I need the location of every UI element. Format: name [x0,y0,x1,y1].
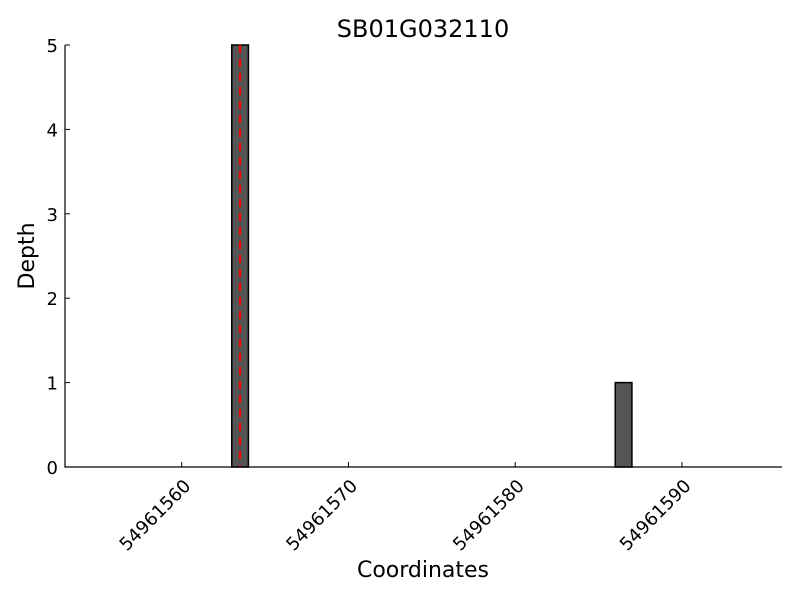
y-tick-label: 3 [47,205,58,226]
y-tick-label: 5 [47,36,58,57]
y-tick-label: 4 [47,120,58,141]
axes-frame [64,45,782,468]
y-tick-label: 0 [47,458,58,479]
chart-title: SB01G032110 [337,15,509,43]
bar-1 [614,381,633,468]
y-tick-label: 1 [47,374,58,395]
x-tick-label: 54961590 [616,476,696,556]
x-tick-label: 54961570 [282,476,362,556]
x-tick-label: 54961560 [116,476,196,556]
y-tick-label: 2 [47,289,58,310]
x-tick-label: 54961580 [449,476,529,556]
x-axis-label: Coordinates [357,558,489,583]
y-axis-label: Depth [15,222,40,289]
